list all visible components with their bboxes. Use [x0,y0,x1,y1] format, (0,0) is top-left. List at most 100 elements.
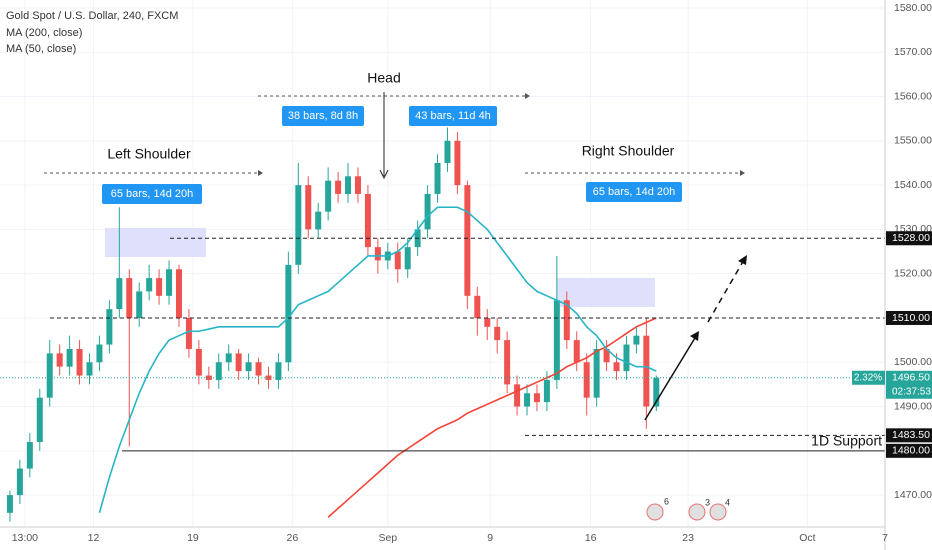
level-label: 1483.50 [892,429,930,441]
candle-body [613,362,620,372]
candle-body [623,344,630,372]
candle-body [404,247,411,270]
projection [707,257,746,323]
y-tick-label: 1520.00 [894,267,932,279]
price-label: 1496.50 [892,372,930,384]
y-tick-label: 1560.00 [894,90,932,102]
ma-line [98,206,657,514]
candle-body [126,278,133,318]
candle-body [533,393,540,403]
candle-body [185,317,192,349]
x-tick-label: 7 [882,532,888,544]
candle-body [46,353,53,398]
x-tick-label: 23 [682,532,694,544]
candle-body [295,185,302,265]
candle-body [424,193,431,230]
candle-body [6,495,13,513]
candle-body [553,300,560,380]
candle-body [643,335,650,407]
candle-body [345,176,352,194]
candle-body [315,211,322,230]
bar-count: 38 bars, 8d 8h [282,106,364,126]
candle-body [156,278,163,296]
candle-body [325,180,332,212]
candle-body [484,317,491,327]
bar-count-label: 43 bars, 11d 4h [415,110,491,122]
event-count: 6 [664,496,669,506]
candle-body [265,375,272,380]
bar-count-label: 65 bars, 14d 20h [111,188,194,200]
bar-count-label: 65 bars, 14d 20h [593,186,676,198]
support-label: 1D Support [811,433,882,449]
x-tick-label: Sep [378,532,397,544]
y-tick-label: 1550.00 [894,135,932,147]
candle-body [166,269,173,296]
candle-body [225,353,232,363]
level-tag [886,310,932,325]
measure-lines [44,95,740,174]
candle-body [275,362,282,380]
bar-count-label: 38 bars, 8d 8h [288,110,358,122]
candle-body [374,247,381,261]
candle-body [175,269,182,318]
projection [644,332,699,421]
x-tick-label: 26 [287,532,299,544]
candle-body [593,348,600,398]
x-tick-label: 16 [585,532,597,544]
candle-body [454,140,461,186]
level-tag [886,443,932,458]
ma-line [327,317,657,518]
y-tick-label: 1580.00 [894,2,932,14]
countdown-label: 02:37:53 [892,386,931,397]
candle-body [474,295,481,318]
candle-body [573,340,580,363]
candle-body [444,140,451,163]
candle-body [205,375,212,380]
candle-body [364,193,371,248]
y-tick-label: 1570.00 [894,46,932,58]
candle-body [464,185,471,296]
candle-body [434,162,441,194]
candle-body [36,397,43,442]
candle-body [195,348,202,376]
chart-title: Gold Spot / U.S. Dollar, 240, FXCM [6,10,178,22]
legend-entry: MA (50, close) [6,43,76,55]
annotation: Right Shoulder [582,143,675,159]
candle-body [56,353,63,367]
candle-body [16,468,23,496]
candle-body [136,291,143,318]
change-tag [852,370,885,385]
level-label: 1528.00 [892,232,930,244]
candle-body [245,362,252,372]
candle-body [504,340,511,385]
candle-body [543,379,550,403]
candle-body [235,353,242,372]
candle-body [633,335,640,345]
candle-body [563,300,570,341]
zone [105,228,206,257]
annotation: Head [367,70,400,86]
candle-body [96,344,103,363]
bar-count: 65 bars, 14d 20h [586,182,682,202]
candle-body [335,180,342,194]
legend-entry: MA (200, close) [6,27,82,39]
candle-body [354,176,361,194]
candle-body [76,348,83,376]
price-tag [886,370,932,399]
candle-body [603,348,610,363]
change-label: 2.32% [854,372,882,383]
candle-body [285,264,292,363]
event-count: 4 [725,497,730,507]
bar-count: 65 bars, 14d 20h [102,184,202,204]
candle-body [26,441,33,469]
candle-body [514,384,521,407]
candle-body [394,251,401,270]
y-tick-label: 1470.00 [894,489,932,501]
candle-body [106,309,113,345]
x-tick-label: 19 [187,532,199,544]
projection [690,331,699,341]
candle-body [524,393,531,407]
level-tag [886,428,932,443]
arrowheads [258,93,745,176]
